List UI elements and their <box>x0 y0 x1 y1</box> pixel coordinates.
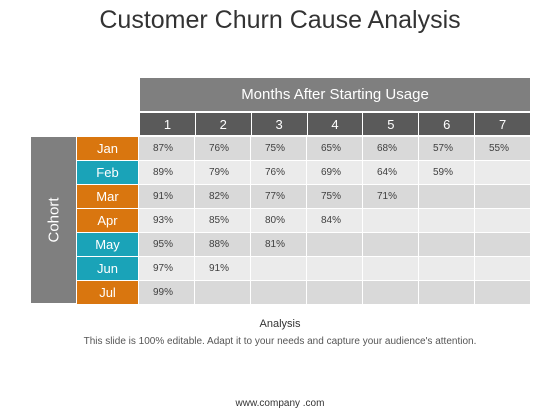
table-cell: 75% <box>251 137 307 160</box>
months-header: Months After Starting Usage <box>140 78 530 111</box>
table-cell <box>307 257 363 280</box>
table-cell: 57% <box>419 137 475 160</box>
table-cell: 97% <box>139 257 195 280</box>
month-label: May <box>77 233 139 256</box>
footer-url: www.company .com <box>235 398 325 409</box>
table-cell <box>419 185 475 208</box>
table-cell: 88% <box>195 233 251 256</box>
cohort-table: Jan 87% 76% 75% 65% 68% 57% 55% Feb 89% … <box>77 137 530 305</box>
table-cell <box>363 233 419 256</box>
table-cell: 87% <box>139 137 195 160</box>
table-cell <box>307 281 363 304</box>
table-cell <box>307 233 363 256</box>
table-cell <box>475 185 530 208</box>
table-row: Apr 93% 85% 80% 84% <box>77 209 530 233</box>
table-cell: 95% <box>139 233 195 256</box>
column-header-row: 1 2 3 4 5 6 7 <box>140 113 530 135</box>
table-cell: 82% <box>195 185 251 208</box>
table-cell <box>251 281 307 304</box>
column-header: 6 <box>419 113 476 135</box>
month-label: Jan <box>77 137 139 160</box>
table-cell: 93% <box>139 209 195 232</box>
column-header: 2 <box>196 113 252 135</box>
table-cell <box>419 209 475 232</box>
table-row: Jun 97% 91% <box>77 257 530 281</box>
table-cell <box>419 281 475 304</box>
table-cell <box>475 281 530 304</box>
table-cell: 75% <box>307 185 363 208</box>
table-cell <box>195 281 251 304</box>
table-row: Feb 89% 79% 76% 69% 64% 59% <box>77 161 530 185</box>
table-cell: 76% <box>195 137 251 160</box>
table-cell: 81% <box>251 233 307 256</box>
table-row: May 95% 88% 81% <box>77 233 530 257</box>
cohort-label: Cohort <box>45 197 62 243</box>
month-label: Mar <box>77 185 139 208</box>
column-header: 4 <box>308 113 364 135</box>
table-cell: 99% <box>139 281 195 304</box>
table-cell <box>475 161 530 184</box>
analysis-heading: Analysis <box>259 318 301 330</box>
table-cell: 85% <box>195 209 251 232</box>
table-cell: 79% <box>195 161 251 184</box>
table-cell <box>251 257 307 280</box>
table-cell: 65% <box>307 137 363 160</box>
month-label: Jul <box>77 281 139 304</box>
analysis-description: This slide is 100% editable. Adapt it to… <box>83 336 477 347</box>
cohort-band: Cohort <box>31 137 76 303</box>
table-row: Jul 99% <box>77 281 530 305</box>
month-label: Apr <box>77 209 139 232</box>
table-cell: 69% <box>307 161 363 184</box>
column-header: 5 <box>363 113 420 135</box>
table-row: Jan 87% 76% 75% 65% 68% 57% 55% <box>77 137 530 161</box>
page-title: Customer Churn Cause Analysis <box>99 6 461 34</box>
month-label: Feb <box>77 161 139 184</box>
table-cell: 59% <box>419 161 475 184</box>
table-cell <box>363 257 419 280</box>
column-header: 3 <box>252 113 308 135</box>
table-cell <box>475 233 530 256</box>
table-cell <box>475 257 530 280</box>
table-cell: 77% <box>251 185 307 208</box>
table-cell <box>363 209 419 232</box>
month-label: Jun <box>77 257 139 280</box>
table-cell: 84% <box>307 209 363 232</box>
table-cell: 64% <box>363 161 419 184</box>
table-cell: 68% <box>363 137 419 160</box>
table-cell: 80% <box>251 209 307 232</box>
table-cell <box>419 233 475 256</box>
table-cell: 91% <box>195 257 251 280</box>
table-cell <box>363 281 419 304</box>
column-header: 7 <box>498 116 507 132</box>
table-cell <box>419 257 475 280</box>
table-cell: 91% <box>139 185 195 208</box>
column-header: 1 <box>140 113 196 135</box>
table-cell: 76% <box>251 161 307 184</box>
table-cell: 89% <box>139 161 195 184</box>
table-cell: 71% <box>363 185 419 208</box>
table-cell: 55% <box>475 137 530 160</box>
table-cell <box>475 209 530 232</box>
table-row: Mar 91% 82% 77% 75% 71% <box>77 185 530 209</box>
